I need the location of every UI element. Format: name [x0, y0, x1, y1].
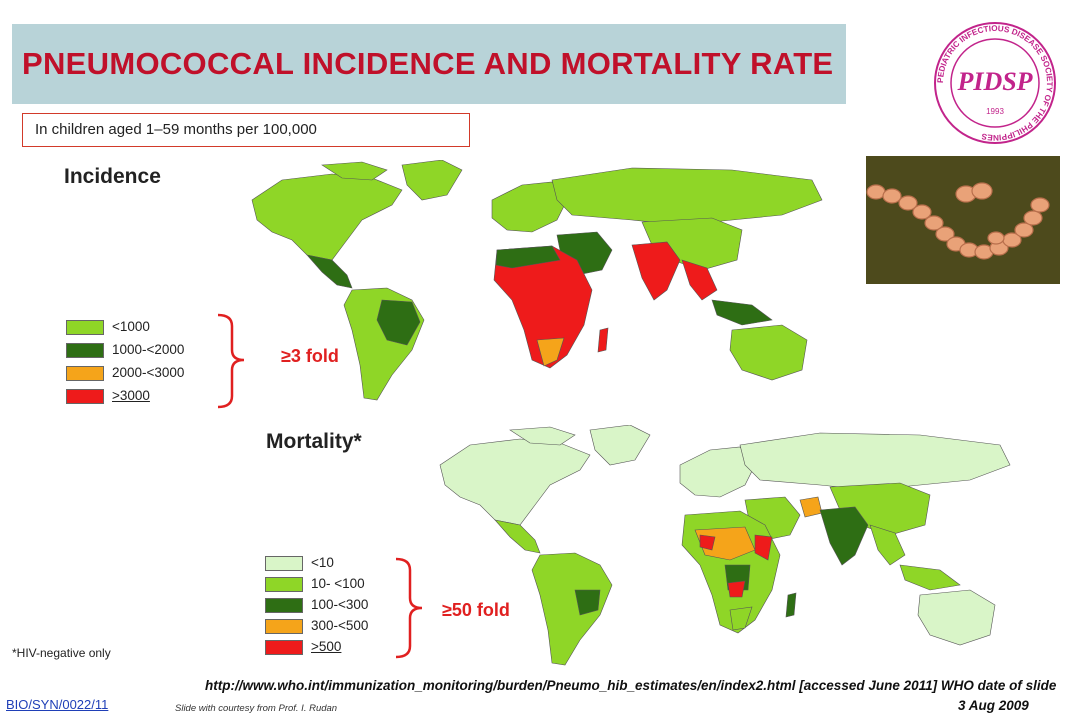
mortality-fold-label: ≥50 fold [442, 600, 510, 620]
na-region [251, 173, 403, 261]
logo-center-text: PIDSP [956, 67, 1033, 96]
india-region [631, 241, 681, 301]
legend-swatch [66, 343, 104, 358]
legend-swatch [265, 598, 303, 613]
europe-region [491, 181, 568, 233]
mortality-legend: <10 10- <100 100-<300 300-<500 >500 [265, 555, 415, 666]
mortality-bracket [395, 557, 423, 659]
legend-swatch [265, 619, 303, 634]
legend-label: 100-<300 [311, 597, 369, 612]
legend-swatch [66, 320, 104, 335]
source-link[interactable]: http://www.who.int/immunization_monitori… [205, 678, 1057, 693]
footnote: *HIV-negative only [12, 646, 111, 660]
legend-label: 2000-<3000 [112, 365, 185, 380]
legend-swatch [66, 366, 104, 381]
legend-label: >500 [311, 639, 342, 654]
legend-label: <1000 [112, 319, 150, 334]
asia-north-region [551, 167, 823, 226]
incidence-legend: <1000 1000-<2000 2000-<3000 >3000 [66, 319, 216, 410]
legend-label: 1000-<2000 [112, 342, 185, 357]
legend-swatch [265, 577, 303, 592]
pneumococcus-photo [866, 156, 1060, 284]
document-code-link[interactable]: BIO/SYN/0022/11 [6, 697, 109, 712]
slide-title: PNEUMOCOCCAL INCIDENCE AND MORTALITY RAT… [22, 46, 834, 81]
incidence-fold-label: ≥3 fold [281, 346, 339, 366]
legend-swatch [265, 640, 303, 655]
legend-swatch [265, 556, 303, 571]
legend-label: <10 [311, 555, 334, 570]
source-date: 3 Aug 2009 [958, 698, 1029, 713]
mortality-world-map [439, 425, 1011, 666]
courtesy-note: Slide with courtesy from Prof. I. Rudan [175, 703, 338, 714]
incidence-bracket [217, 313, 245, 409]
title-bar [12, 24, 846, 104]
africa-region [493, 245, 593, 369]
legend-label: >3000 [112, 388, 150, 403]
incidence-world-map [251, 160, 823, 401]
mortality-label: Mortality* [266, 430, 362, 453]
incidence-label: Incidence [64, 165, 161, 188]
ca-region [306, 254, 353, 289]
legend-label: 300-<500 [311, 618, 369, 633]
legend-swatch [66, 389, 104, 404]
pidsp-logo: PEDIATRIC INFECTIOUS DISEASE SOCIETY OF … [934, 22, 1056, 144]
subtitle-box: In children aged 1–59 months per 100,000 [22, 113, 470, 147]
legend-label: 10- <100 [311, 576, 365, 591]
australia-region [729, 324, 808, 381]
logo-year: 1993 [986, 107, 1004, 116]
